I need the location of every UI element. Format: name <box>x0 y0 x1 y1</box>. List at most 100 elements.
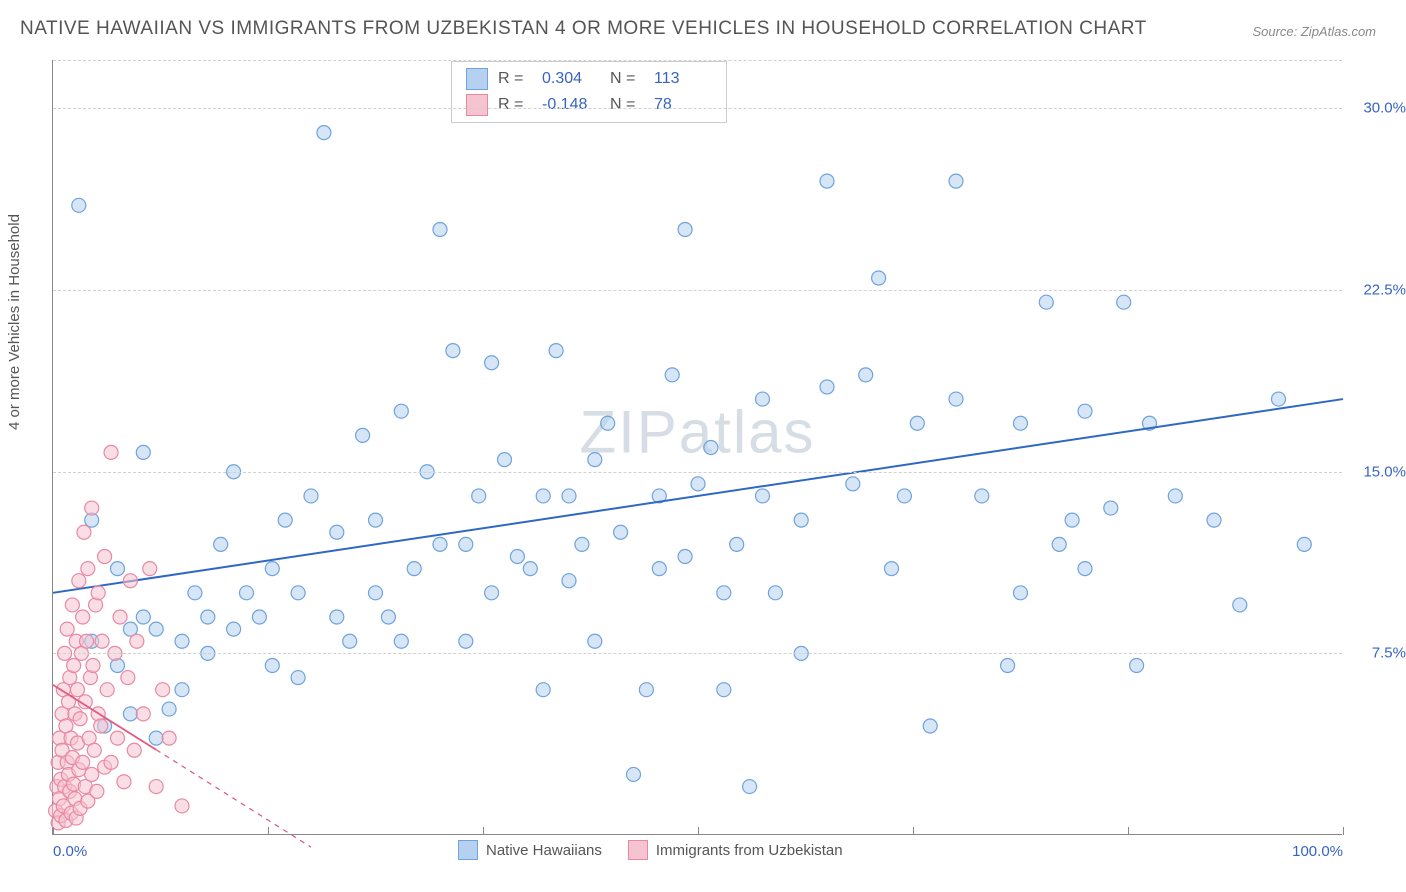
scatter-point <box>121 671 135 685</box>
scatter-point <box>717 683 731 697</box>
x-tick <box>698 827 699 835</box>
scatter-point <box>214 537 228 551</box>
legend-item-1: Immigrants from Uzbekistan <box>628 840 843 860</box>
scatter-point <box>794 513 808 527</box>
legend-label-1: Immigrants from Uzbekistan <box>656 842 843 859</box>
r-value-1: -0.148 <box>542 96 600 114</box>
scatter-point <box>897 489 911 503</box>
chart-title: NATIVE HAWAIIAN VS IMMIGRANTS FROM UZBEK… <box>20 18 1147 40</box>
scatter-point <box>85 767 99 781</box>
scatter-point <box>562 574 576 588</box>
scatter-point <box>175 799 189 813</box>
scatter-point <box>291 586 305 600</box>
scatter-point <box>111 731 125 745</box>
y-tick-label: 7.5% <box>1372 645 1406 662</box>
scatter-point <box>820 380 834 394</box>
scatter-point <box>510 549 524 563</box>
n-value-1: 78 <box>654 96 712 114</box>
scatter-point <box>81 562 95 576</box>
scatter-point <box>304 489 318 503</box>
scatter-point <box>407 562 421 576</box>
scatter-point <box>188 586 202 600</box>
scatter-point <box>278 513 292 527</box>
scatter-point <box>536 683 550 697</box>
scatter-point <box>317 126 331 140</box>
scatter-point <box>90 784 104 798</box>
scatter-point <box>446 344 460 358</box>
scatter-point <box>549 344 563 358</box>
scatter-point <box>639 683 653 697</box>
scatter-point <box>717 586 731 600</box>
stats-row-0: R = 0.304 N = 113 <box>462 66 716 92</box>
scatter-point <box>91 586 105 600</box>
scatter-point <box>1297 537 1311 551</box>
scatter-point <box>1039 295 1053 309</box>
scatter-point <box>846 477 860 491</box>
scatter-point <box>665 368 679 382</box>
scatter-point <box>76 610 90 624</box>
gridline-h <box>53 290 1342 291</box>
scatter-point <box>149 622 163 636</box>
scatter-point <box>975 489 989 503</box>
scatter-point <box>588 634 602 648</box>
scatter-point <box>704 441 718 455</box>
scatter-point <box>113 610 127 624</box>
scatter-point <box>678 223 692 237</box>
scatter-point <box>1233 598 1247 612</box>
scatter-point <box>923 719 937 733</box>
scatter-point <box>123 574 137 588</box>
scatter-point <box>104 755 118 769</box>
scatter-point <box>136 610 150 624</box>
scatter-point <box>86 658 100 672</box>
scatter-point <box>756 392 770 406</box>
x-tick-label: 0.0% <box>53 843 87 860</box>
scatter-point <box>627 767 641 781</box>
scatter-point <box>433 537 447 551</box>
scatter-point <box>136 445 150 459</box>
footer-legend: Native Hawaiians Immigrants from Uzbekis… <box>458 840 843 860</box>
scatter-point <box>95 634 109 648</box>
y-tick-label: 15.0% <box>1363 463 1406 480</box>
scatter-point <box>94 719 108 733</box>
trend-line <box>53 399 1343 593</box>
scatter-point <box>104 445 118 459</box>
scatter-point <box>356 428 370 442</box>
scatter-point <box>562 489 576 503</box>
scatter-point <box>85 501 99 515</box>
scatter-point <box>73 712 87 726</box>
scatter-point <box>240 586 254 600</box>
scatter-point <box>575 537 589 551</box>
scatter-point <box>1207 513 1221 527</box>
scatter-point <box>485 356 499 370</box>
x-tick <box>1128 827 1129 835</box>
legend-label-0: Native Hawaiians <box>486 842 602 859</box>
scatter-point <box>872 271 886 285</box>
r-value-0: 0.304 <box>542 70 600 88</box>
n-value-0: 113 <box>654 70 712 88</box>
scatter-point <box>472 489 486 503</box>
scatter-point <box>117 775 131 789</box>
x-tick <box>1343 827 1344 835</box>
scatter-point <box>768 586 782 600</box>
chart-svg <box>53 60 1342 834</box>
scatter-point <box>65 598 79 612</box>
scatter-point <box>730 537 744 551</box>
scatter-point <box>652 562 666 576</box>
scatter-point <box>123 707 137 721</box>
scatter-point <box>949 174 963 188</box>
gridline-h <box>53 472 1342 473</box>
scatter-point <box>149 780 163 794</box>
scatter-point <box>87 743 101 757</box>
scatter-point <box>100 683 114 697</box>
scatter-point <box>76 755 90 769</box>
legend-swatch-0 <box>458 840 478 860</box>
scatter-point <box>265 658 279 672</box>
scatter-point <box>369 513 383 527</box>
scatter-point <box>678 549 692 563</box>
scatter-point <box>1001 658 1015 672</box>
scatter-point <box>143 562 157 576</box>
scatter-point <box>330 610 344 624</box>
scatter-point <box>381 610 395 624</box>
stats-legend: R = 0.304 N = 113 R = -0.148 N = 78 <box>451 61 727 123</box>
scatter-point <box>910 416 924 430</box>
